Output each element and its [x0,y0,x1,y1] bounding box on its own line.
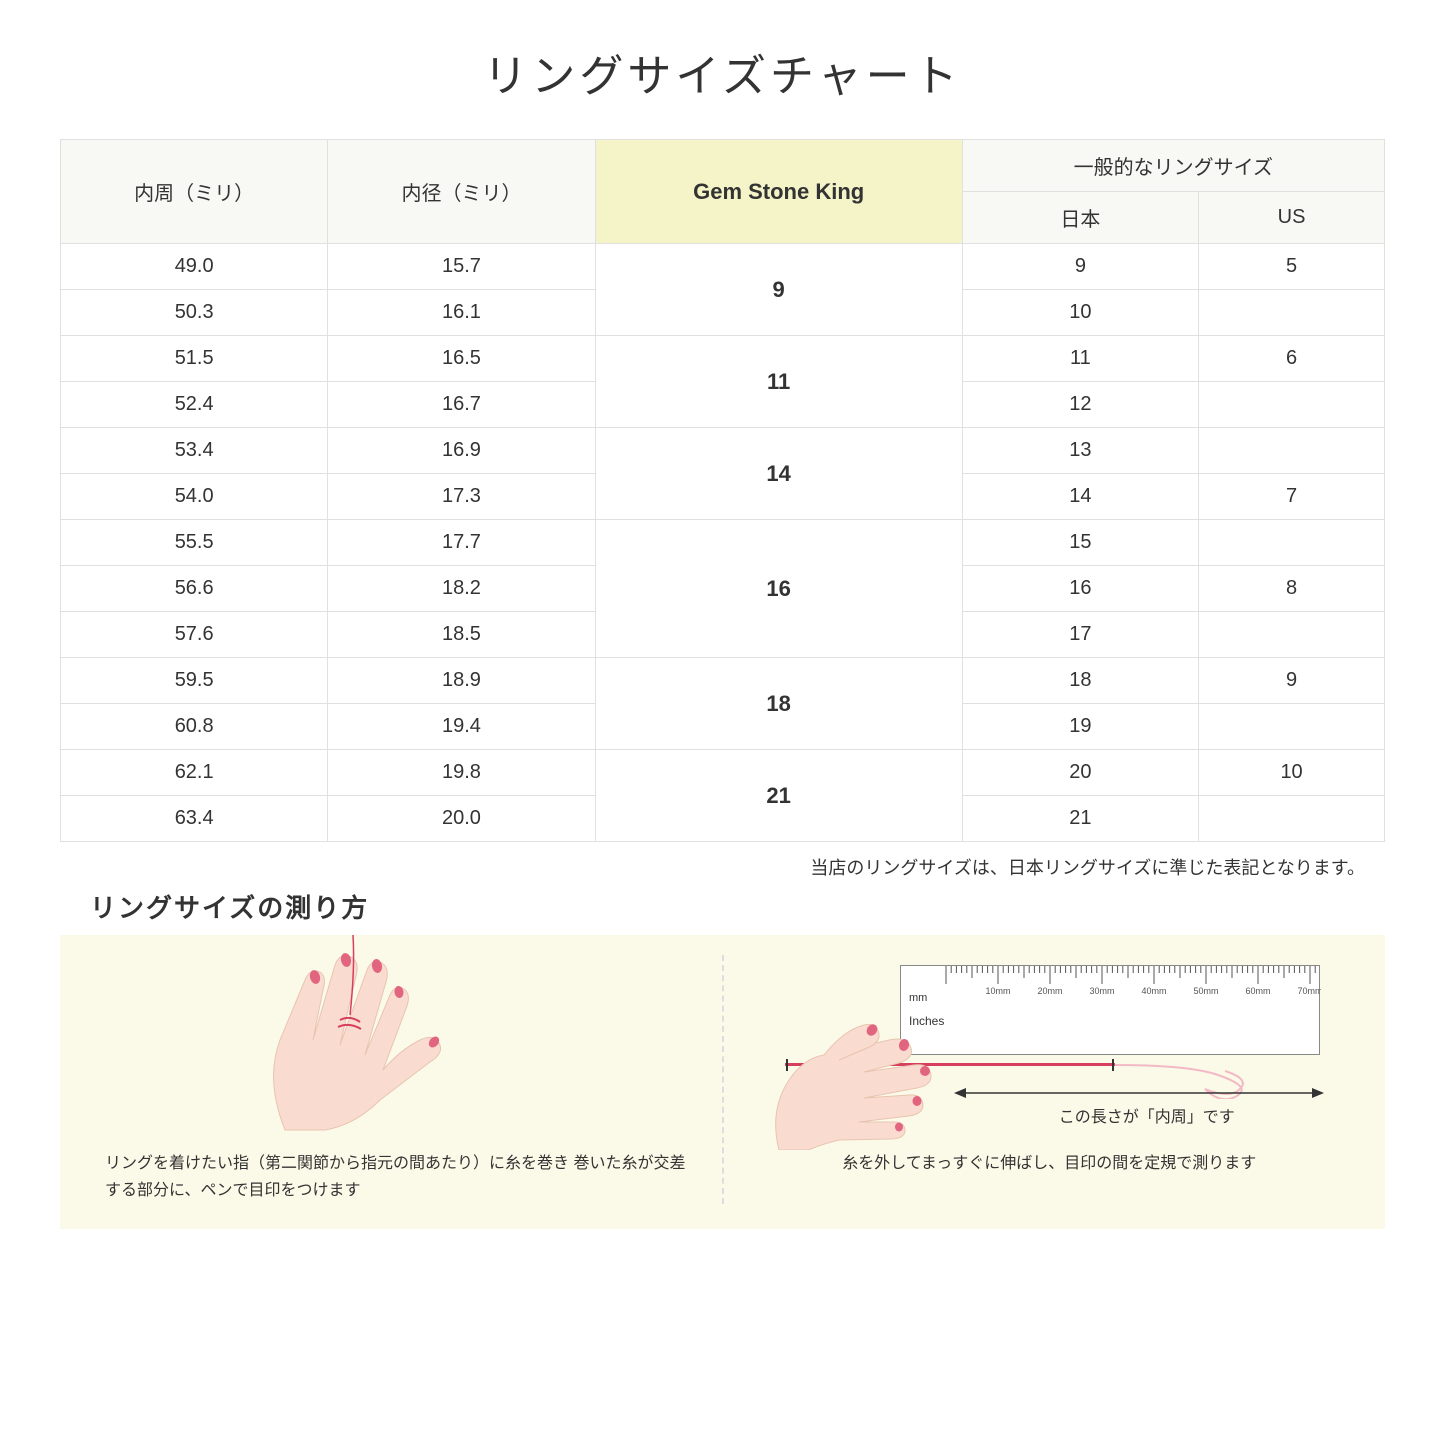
cell-circ: 60.8 [61,704,328,750]
svg-text:60mm: 60mm [1245,986,1270,996]
cell-gsk: 21 [595,750,962,842]
cell-us: 6 [1199,336,1385,382]
svg-text:10mm: 10mm [985,986,1010,996]
page-title: リングサイズチャート [60,40,1385,104]
svg-text:70mm: 70mm [1297,986,1321,996]
svg-text:20mm: 20mm [1037,986,1062,996]
cell-dia: 16.7 [328,382,595,428]
cell-circ: 59.5 [61,658,328,704]
cell-gsk: 16 [595,520,962,658]
cell-gsk: 11 [595,336,962,428]
cell-jp: 19 [962,704,1198,750]
cell-circ: 52.4 [61,382,328,428]
svg-text:50mm: 50mm [1193,986,1218,996]
th-japan: 日本 [962,192,1198,244]
cell-jp: 13 [962,428,1198,474]
svg-text:30mm: 30mm [1089,986,1114,996]
cell-circ: 54.0 [61,474,328,520]
svg-text:40mm: 40mm [1141,986,1166,996]
cell-jp: 18 [962,658,1198,704]
cell-circ: 57.6 [61,612,328,658]
cell-us [1199,520,1385,566]
cell-jp: 14 [962,474,1198,520]
cell-us: 9 [1199,658,1385,704]
cell-us [1199,612,1385,658]
cell-us: 8 [1199,566,1385,612]
cell-circ: 53.4 [61,428,328,474]
th-circumference: 内周（ミリ） [61,140,328,244]
cell-us [1199,382,1385,428]
cell-jp: 12 [962,382,1198,428]
cell-circ: 50.3 [61,290,328,336]
ring-size-table: 内周（ミリ） 内径（ミリ） Gem Stone King 一般的なリングサイズ … [60,139,1385,842]
cell-jp: 21 [962,796,1198,842]
measurement-arrow [954,1083,1324,1103]
cell-jp: 9 [962,244,1198,290]
hand-hold-illustration [769,1010,949,1150]
cell-dia: 16.1 [328,290,595,336]
cell-us: 10 [1199,750,1385,796]
th-diameter: 内径（ミリ） [328,140,595,244]
cell-us: 5 [1199,244,1385,290]
cell-circ: 49.0 [61,244,328,290]
cell-dia: 18.9 [328,658,595,704]
cell-circ: 55.5 [61,520,328,566]
instruction-text-2: 糸を外してまっすぐに伸ばし、目印の間を定規で測ります [739,1150,1361,1177]
table-row: 55.517.71615 [61,520,1385,566]
cell-dia: 17.3 [328,474,595,520]
cell-us [1199,796,1385,842]
cell-us [1199,704,1385,750]
cell-circ: 63.4 [61,796,328,842]
cell-dia: 19.8 [328,750,595,796]
cell-circ: 51.5 [61,336,328,382]
cell-dia: 15.7 [328,244,595,290]
cell-jp: 20 [962,750,1198,796]
cell-gsk: 18 [595,658,962,750]
hand-wrap-illustration [225,930,485,1140]
ruler-mm-label: mm [909,992,927,1004]
th-gsk: Gem Stone King [595,140,962,244]
arrow-label: この長さが「内周」です [989,1103,1306,1127]
cell-jp: 17 [962,612,1198,658]
table-row: 51.516.511116 [61,336,1385,382]
cell-us: 7 [1199,474,1385,520]
cell-us [1199,290,1385,336]
table-row: 59.518.918189 [61,658,1385,704]
cell-jp: 16 [962,566,1198,612]
measure-subtitle: リングサイズの測り方 [90,888,1385,925]
cell-dia: 19.4 [328,704,595,750]
cell-dia: 17.7 [328,520,595,566]
instruction-text-1: リングを着けたい指（第二関節から指元の間あたり）に糸を巻き 巻いた糸が交差する部… [85,1150,707,1204]
cell-circ: 56.6 [61,566,328,612]
cell-gsk: 9 [595,244,962,336]
cell-us [1199,428,1385,474]
cell-dia: 16.9 [328,428,595,474]
instruction-step-1: リングを着けたい指（第二関節から指元の間あたり）に糸を巻き 巻いた糸が交差する部… [70,955,724,1204]
cell-jp: 11 [962,336,1198,382]
instruction-step-2: 10mm20mm30mm40mm50mm60mm70mm mm Inches [724,955,1376,1204]
cell-dia: 18.5 [328,612,595,658]
footnote: 当店のリングサイズは、日本リングサイズに準じた表記となります。 [60,854,1385,880]
instructions-panel: リングを着けたい指（第二関節から指元の間あたり）に糸を巻き 巻いた糸が交差する部… [60,935,1385,1229]
cell-jp: 15 [962,520,1198,566]
ruler-illustration: 10mm20mm30mm40mm50mm60mm70mm mm Inches [900,965,1320,1055]
cell-dia: 18.2 [328,566,595,612]
cell-circ: 62.1 [61,750,328,796]
cell-dia: 16.5 [328,336,595,382]
table-row: 53.416.91413 [61,428,1385,474]
table-row: 62.119.8212010 [61,750,1385,796]
cell-jp: 10 [962,290,1198,336]
table-row: 49.015.7995 [61,244,1385,290]
th-general: 一般的なリングサイズ [962,140,1384,192]
cell-dia: 20.0 [328,796,595,842]
cell-gsk: 14 [595,428,962,520]
th-us: US [1199,192,1385,244]
